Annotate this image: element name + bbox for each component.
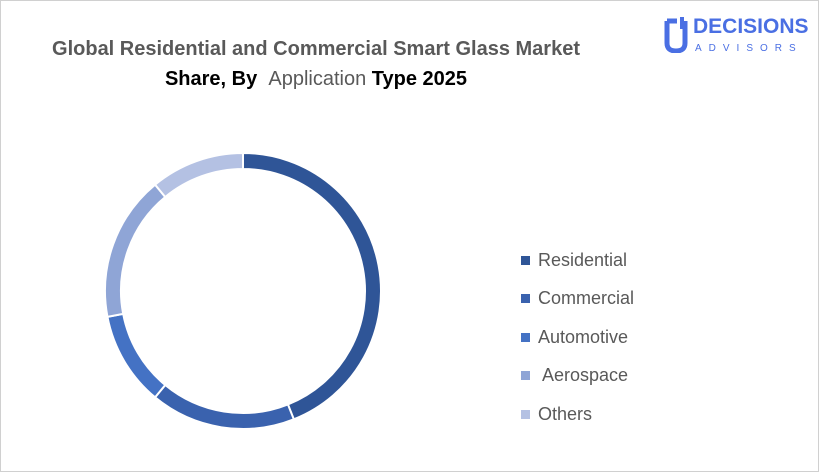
title-part-2: Share, By [164,68,258,90]
donut-slice-commercial [153,383,296,430]
legend-swatch [521,255,530,265]
logo-main-text: DECISIONS [693,15,809,38]
legend-swatch [521,371,530,381]
legend-label: Automotive [538,326,629,347]
chart-title: Global Residential and Commercial Smart … [1,34,631,94]
donut-slice-aerospace [104,183,167,319]
legend-swatch [521,332,530,342]
legend-item-residential: Residential [521,241,634,280]
legend: Residential Commercial Automotive Aerospac… [521,241,634,434]
donut-chart [104,151,382,430]
legend-swatch [521,294,530,304]
legend-item-commercial: Commercial [521,280,634,319]
legend-label: Commercial [538,288,635,309]
donut-slice-others [153,151,244,199]
legend-label: Others [538,403,593,424]
legend-item-automotive: Automotive [521,318,634,357]
logo-sub-text: ADVISORS [695,43,803,54]
legend-item-aerospace: Aerospace [521,357,634,396]
legend-item-others: Others [521,395,634,434]
legend-label: Aerospace [538,365,629,386]
legend-swatch [521,409,530,419]
donut-slice-automotive [106,312,167,399]
donut-slice-residential [242,151,382,421]
title-part-4: Type 2025 [371,68,468,90]
legend-label: Residential [538,249,628,270]
title-line-1: Global Residential and Commercial Smart … [52,38,580,60]
decisions-advisors-logo: DECISIONS ADVISORS [663,15,813,65]
title-part-3: Application [268,68,367,90]
logo-mark-icon [664,17,688,53]
